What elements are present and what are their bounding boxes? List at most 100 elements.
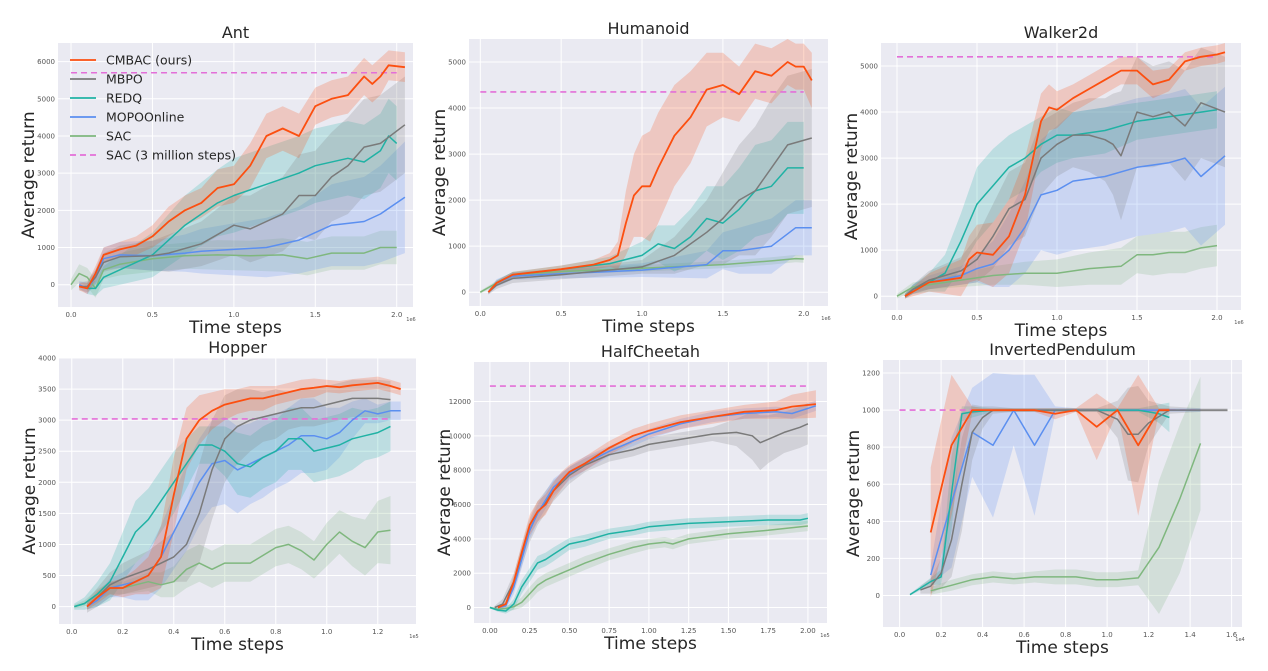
x-tick-label: 0.8 — [1060, 631, 1071, 639]
x-tick-label: 1.6 — [1226, 631, 1238, 639]
x-tick-label: 1.5 — [310, 311, 321, 319]
confidence-band-mopoonline — [930, 373, 1201, 585]
series-line-cmbac-ours- — [929, 409, 1170, 533]
plot-area — [896, 43, 1226, 299]
y-tick-label: 6000 — [453, 501, 471, 509]
confidence-band-cmbac-ours- — [79, 50, 405, 295]
legend-label: MBPO — [106, 72, 143, 87]
x-tick-label: 1.0 — [321, 628, 332, 636]
confidence-band-redq — [87, 98, 397, 296]
x-tick-label: 0.75 — [601, 627, 617, 635]
series-line-mopoonline — [497, 405, 817, 609]
confidence-band-mbpo — [920, 386, 1228, 594]
y-tick-label: 4000 — [38, 355, 56, 363]
plot-area — [899, 373, 1228, 614]
subplot-title: Walker2d — [1024, 23, 1099, 42]
confidence-band-mbpo — [79, 76, 405, 293]
confidence-band-mbpo — [488, 68, 812, 295]
y-axis-label: Average return — [435, 429, 455, 556]
y-tick-label: 0 — [52, 603, 56, 611]
y-tick-label: 1000 — [860, 247, 878, 255]
y-tick-label: 1000 — [862, 407, 880, 415]
y-tick-label: 400 — [867, 518, 880, 526]
x-axis-label: Time steps — [190, 635, 284, 655]
y-tick-label: 4000 — [448, 105, 466, 113]
y-tick-label: 0 — [874, 293, 878, 301]
y-tick-label: 2000 — [448, 197, 466, 205]
x-tick-label: 1.2 — [1143, 631, 1154, 639]
x-tick-label: 1.0 — [1102, 631, 1113, 639]
x-tick-label: 0.5 — [556, 310, 567, 318]
confidence-band-mbpo — [905, 47, 1225, 299]
confidence-band-cmbac-ours- — [930, 374, 1170, 598]
x-exponent-label: 1e5 — [820, 633, 829, 639]
y-tick-label: 2000 — [37, 207, 55, 215]
y-tick-label: 1000 — [448, 243, 466, 251]
series-line-redq — [489, 517, 809, 612]
x-tick-label: 1.75 — [760, 627, 776, 635]
y-tick-label: 3000 — [448, 151, 466, 159]
x-tick-label: 2.0 — [1211, 314, 1222, 322]
subplot-walker2d: 0.0 0.5 1.0 1.5 2.0 0 1000 2000 3000 4000 5000 Walk… — [842, 23, 1244, 341]
y-tick-label: 2000 — [453, 570, 471, 578]
series-line-cmbac-ours- — [487, 61, 813, 293]
x-tick-label: 1.0 — [636, 310, 647, 318]
x-tick-label: 1.0 — [228, 311, 239, 319]
y-tick-label: 800 — [867, 444, 880, 452]
legend-label: REDQ — [106, 91, 142, 106]
confidence-band-mopoonline — [87, 398, 401, 610]
x-exponent-label: 1e6 — [821, 316, 830, 322]
y-tick-label: 10000 — [449, 432, 471, 440]
series-line-sac — [896, 244, 1218, 297]
x-tick-label: 0.6 — [1019, 631, 1031, 639]
y-tick-label: 2000 — [860, 201, 878, 209]
x-tick-label: 0.8 — [270, 628, 281, 636]
confidence-band-mopoonline — [79, 141, 405, 294]
series-line-cmbac-ours- — [78, 64, 406, 290]
x-tick-label: 0.4 — [168, 628, 180, 636]
x-tick-label: 0.25 — [522, 627, 538, 635]
confidence-band-mopoonline — [905, 86, 1225, 299]
y-tick-label: 1200 — [862, 369, 880, 377]
legend: CMBAC (ours) MBPO REDQ MOPOOnline SAC SAC (3 … — [70, 53, 236, 163]
x-tick-label: 1.0 — [1051, 314, 1062, 322]
series-line-mopoonline — [904, 155, 1226, 297]
confidence-band-sac — [74, 496, 391, 609]
legend-label: SAC — [106, 129, 131, 144]
legend-label: SAC (3 million steps) — [106, 148, 236, 163]
x-tick-label: 0.0 — [65, 311, 76, 319]
confidence-band-sac — [71, 230, 397, 298]
x-tick-label: 0.6 — [219, 628, 231, 636]
y-tick-label: 5000 — [448, 59, 466, 67]
x-tick-label: 0.50 — [562, 627, 578, 635]
subplot-title: Ant — [222, 23, 249, 42]
y-tick-label: 2500 — [38, 448, 56, 456]
plot-area — [70, 50, 406, 298]
x-tick-label: 0.0 — [66, 628, 77, 636]
subplot-humanoid: 0.0 0.5 1.0 1.5 2.0 0 1000 2000 3000 4000 5000 Huma… — [430, 19, 831, 337]
x-axis-label: Time steps — [188, 318, 282, 338]
series-line-cmbac-ours- — [904, 51, 1226, 297]
x-tick-label: 0.2 — [117, 628, 128, 636]
subplot-title: HalfCheetah — [601, 342, 700, 361]
confidence-band-redq — [489, 513, 808, 614]
y-tick-label: 4000 — [37, 132, 55, 140]
y-axis-label: Average return — [20, 427, 40, 554]
x-axis-label: Time steps — [1015, 638, 1109, 658]
series-line-mbpo — [79, 124, 406, 288]
y-tick-label: 5000 — [860, 63, 878, 71]
y-tick-label: 3500 — [38, 386, 56, 394]
series-line-cmbac-ours- — [86, 381, 401, 608]
y-tick-label: 12000 — [449, 398, 471, 406]
y-tick-label: 200 — [867, 555, 880, 563]
x-tick-label: 0.5 — [971, 314, 982, 322]
series-line-cmbac-ours- — [497, 403, 816, 609]
y-tick-label: 600 — [867, 481, 880, 489]
series-line-mbpo — [920, 409, 1228, 591]
x-tick-label: 0.00 — [482, 627, 498, 635]
y-tick-label: 5000 — [37, 95, 55, 103]
x-tick-label: 1.25 — [681, 627, 697, 635]
x-tick-label: 2.0 — [798, 310, 809, 318]
series-line-mbpo — [487, 137, 813, 293]
